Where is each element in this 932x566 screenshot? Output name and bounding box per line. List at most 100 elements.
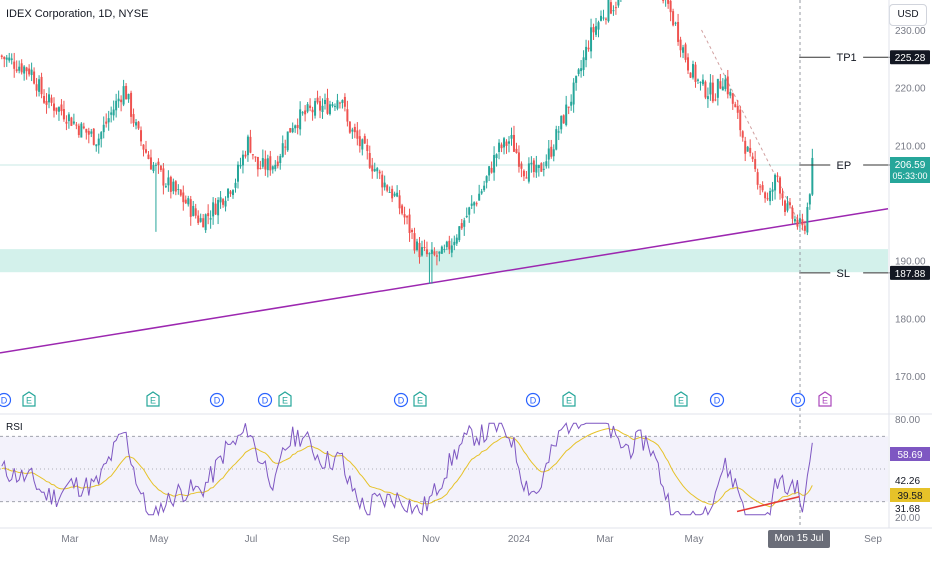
candle-body xyxy=(744,140,747,154)
trendline[interactable] xyxy=(0,208,889,354)
candle-body xyxy=(381,174,384,188)
candle-body xyxy=(525,177,528,179)
event-letter: E xyxy=(822,396,828,406)
candle-body xyxy=(609,2,612,14)
candle-body xyxy=(721,86,724,91)
candle-body xyxy=(488,166,491,176)
candle-body xyxy=(316,97,319,103)
candle-body xyxy=(398,195,401,209)
candle-body xyxy=(448,240,451,250)
candle-body xyxy=(754,159,757,170)
earnings-event-icon[interactable] xyxy=(562,391,576,407)
candle-body xyxy=(749,147,752,154)
rsi-line xyxy=(1,422,813,517)
candle-body xyxy=(142,144,145,150)
candle-body xyxy=(550,146,553,157)
earnings-event-icon[interactable] xyxy=(818,391,832,407)
candle-body xyxy=(383,182,386,188)
candle-body xyxy=(709,82,712,95)
rsi-ma-line xyxy=(1,427,813,508)
candle-body xyxy=(301,112,304,114)
candle-body xyxy=(115,100,118,111)
candle-body xyxy=(560,115,563,130)
candle-body xyxy=(791,207,794,219)
candle-body xyxy=(358,136,361,147)
earnings-event-icon[interactable] xyxy=(22,391,36,407)
candle-body xyxy=(667,0,670,4)
rsi-title: RSI xyxy=(6,422,23,433)
x-axis-label: Sep xyxy=(332,534,350,545)
candle-body xyxy=(75,124,78,126)
candle-body xyxy=(199,218,202,222)
candle-body xyxy=(595,26,598,35)
candle-body xyxy=(562,115,565,124)
candle-body xyxy=(687,57,690,71)
candle-body xyxy=(144,149,147,153)
candle-body xyxy=(572,82,575,105)
candle-body xyxy=(259,167,262,169)
dividend-event-icon[interactable] xyxy=(709,392,725,408)
x-axis-label: Sep xyxy=(864,534,882,545)
earnings-event-icon[interactable] xyxy=(674,391,688,407)
candle-body xyxy=(67,114,70,122)
candle-body xyxy=(117,98,120,102)
candle-body xyxy=(55,107,58,112)
candle-body xyxy=(662,0,665,1)
candle-body xyxy=(567,106,570,108)
candle-body xyxy=(261,158,264,167)
candle-body xyxy=(756,172,759,185)
candle-body xyxy=(508,141,511,144)
candle-body xyxy=(416,241,419,251)
candle-body xyxy=(77,125,80,136)
candle-body xyxy=(48,94,51,103)
candle-body xyxy=(304,110,307,115)
earnings-event-icon[interactable] xyxy=(146,391,160,407)
candle-body xyxy=(33,71,36,84)
rsi-divergence-line[interactable] xyxy=(736,496,800,513)
candle-body xyxy=(149,157,152,170)
candle-body xyxy=(463,220,466,227)
candle-body xyxy=(684,44,687,60)
candle-body xyxy=(522,170,525,177)
candle-body xyxy=(219,197,222,203)
candle-body xyxy=(212,202,215,217)
earnings-event-icon[interactable] xyxy=(413,391,427,407)
candle-body xyxy=(254,156,257,158)
candle-body xyxy=(204,214,207,231)
candle-body xyxy=(13,61,16,69)
dividend-event-icon[interactable] xyxy=(790,392,806,408)
candle-body xyxy=(592,27,595,33)
candle-body xyxy=(729,91,732,96)
earnings-event-icon[interactable] xyxy=(278,391,292,407)
candle-body xyxy=(741,131,744,138)
candle-body xyxy=(35,84,38,91)
candle-body xyxy=(599,15,602,21)
dividend-event-icon[interactable] xyxy=(525,392,541,408)
candle-body xyxy=(699,81,702,83)
candle-body xyxy=(520,163,523,169)
candle-body xyxy=(30,69,33,76)
chart-stage: IDEX Corporation, 1D, NYSE USD RSI TP224… xyxy=(0,0,932,550)
dividend-event-icon[interactable] xyxy=(0,392,12,408)
price-axis-tick: 210.00 xyxy=(895,141,926,152)
channel-line xyxy=(701,29,805,233)
price-axis-tick: 180.00 xyxy=(895,314,926,325)
level-name-tp1: TP1 xyxy=(836,52,856,64)
dividend-event-icon[interactable] xyxy=(209,392,225,408)
candle-body xyxy=(137,121,140,129)
price-chart-svg[interactable]: TP2240.85TP1225.28EP206.58SL187.88 230.0… xyxy=(0,0,932,550)
candle-body xyxy=(269,156,272,171)
candle-body xyxy=(774,174,777,191)
candle-body xyxy=(97,138,100,146)
dividend-event-icon[interactable] xyxy=(393,392,409,408)
event-letter: E xyxy=(678,396,684,406)
candle-body xyxy=(689,72,692,78)
candle-body xyxy=(771,189,774,192)
candle-body xyxy=(808,194,811,205)
candle-body xyxy=(363,136,366,144)
candle-body xyxy=(401,205,404,214)
candle-body xyxy=(565,104,568,126)
dividend-event-icon[interactable] xyxy=(257,392,273,408)
candle-body xyxy=(428,253,431,255)
candle-body xyxy=(102,124,105,133)
